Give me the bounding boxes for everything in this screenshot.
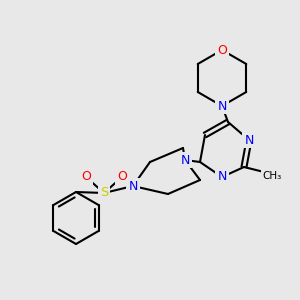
- Text: O: O: [117, 170, 127, 184]
- Text: S: S: [100, 187, 108, 200]
- Text: N: N: [217, 100, 227, 112]
- Text: N: N: [128, 179, 138, 193]
- Text: N: N: [217, 170, 227, 184]
- Text: N: N: [244, 134, 254, 146]
- Text: O: O: [217, 44, 227, 56]
- Text: CH₃: CH₃: [262, 171, 282, 181]
- Text: N: N: [180, 154, 190, 166]
- Text: O: O: [81, 170, 91, 184]
